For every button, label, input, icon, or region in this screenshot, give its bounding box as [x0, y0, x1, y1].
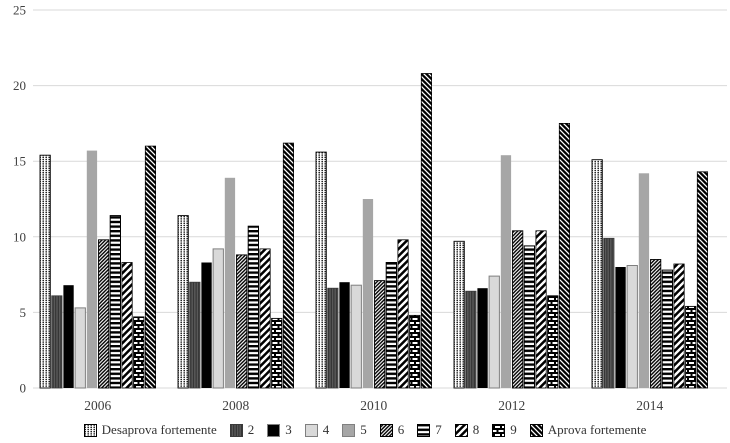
y-axis-label: 15: [13, 154, 26, 169]
legend-label: 9: [510, 422, 517, 437]
bars: [39, 73, 708, 389]
legend-label: 8: [472, 422, 480, 437]
legend-label: 6: [397, 422, 405, 437]
bar-desaprova-fortemente-2014: [591, 159, 603, 389]
bar-4-2014: [626, 265, 638, 389]
y-axis-label: 20: [13, 78, 26, 93]
legend-label: Desaprova fortemente: [101, 422, 217, 437]
bar-4-2006: [74, 307, 86, 389]
legend-item: 5: [342, 422, 367, 438]
legend-item: 2: [229, 422, 255, 438]
chart-legend: Desaprova fortemente 2 3 4 5 6 7 8 9 Aprova forte…: [0, 418, 730, 442]
bar-5-2012: [500, 155, 512, 388]
legend-label: Aprova fortemente: [547, 422, 647, 437]
legend-swatch-brick-zipper-icon: [492, 423, 506, 437]
bar-desaprova-fortemente-2006: [39, 154, 51, 389]
legend-label: 5: [360, 422, 367, 437]
y-axis-tick-labels: 0 5 10 15 20 25: [13, 3, 26, 396]
bar-2-2010: [327, 287, 339, 389]
bar-9-2008: [271, 317, 283, 389]
bar-9-2012: [547, 295, 559, 389]
bar-aprova-fortemente-2012: [558, 123, 570, 389]
legend-item: Aprova fortemente: [529, 422, 647, 438]
bar-9-2014: [685, 305, 697, 389]
bar-5-2014: [638, 173, 650, 388]
bar-aprova-fortemente-2006: [144, 145, 157, 389]
bar-6-2012: [512, 230, 524, 389]
legend-swatch-dense-diagonal-down-icon: [529, 423, 543, 437]
bar-7-2008: [247, 225, 259, 389]
y-axis-label: 10: [13, 229, 26, 244]
legend-label: 3: [285, 422, 292, 437]
bar-8-2008: [259, 248, 271, 389]
bar-chart-plot: 0 5 10 15 20 25 2006 2008 2010 2012 2014: [13, 3, 727, 413]
bar-aprova-fortemente-2014: [696, 171, 708, 389]
bar-6-2006: [98, 239, 110, 389]
legend-swatch-solid-black-icon: [267, 423, 281, 437]
legend-swatch-thin-diagonal-down-icon: [379, 423, 393, 437]
legend-swatch-wide-diagonal-up-icon: [454, 423, 468, 437]
bar-8-2012: [535, 230, 547, 389]
bar-2-2008: [189, 281, 201, 389]
legend-item: 9: [492, 422, 517, 438]
bar-4-2008: [212, 248, 224, 389]
y-axis-label: 25: [13, 3, 26, 18]
x-axis-label: 2012: [498, 398, 525, 413]
bar-3-2010: [339, 282, 350, 388]
legend-item: Desaprova fortemente: [83, 422, 217, 438]
legend-label: 4: [322, 422, 330, 437]
bar-3-2012: [477, 288, 488, 388]
bar-9-2010: [409, 314, 421, 389]
bar-8-2006: [121, 262, 133, 389]
x-axis-label: 2006: [84, 398, 111, 413]
bar-8-2010: [397, 239, 409, 389]
bar-3-2006: [63, 285, 74, 388]
x-axis-label: 2014: [636, 398, 663, 413]
bar-4-2012: [488, 275, 500, 389]
legend-item: 3: [267, 422, 292, 438]
bar-6-2008: [236, 254, 248, 389]
y-axis-label: 0: [20, 381, 27, 396]
legend-swatch-solid-gray-icon: [342, 423, 356, 437]
bar-8-2014: [673, 263, 685, 389]
bar-aprova-fortemente-2008: [282, 142, 294, 389]
bar-6-2010: [374, 280, 386, 389]
bar-4-2010: [350, 284, 362, 389]
x-axis-label: 2008: [222, 398, 249, 413]
bar-7-2006: [109, 215, 121, 389]
bar-7-2010: [385, 262, 398, 389]
legend-item: 8: [454, 422, 480, 438]
legend-swatch-vlines-darkgray-icon: [229, 423, 243, 437]
bar-2-2012: [465, 290, 477, 389]
bar-3-2008: [201, 262, 212, 388]
bar-5-2006: [86, 150, 98, 388]
x-axis-label: 2010: [360, 398, 387, 413]
bar-desaprova-fortemente-2008: [177, 215, 189, 389]
bar-desaprova-fortemente-2010: [315, 151, 327, 389]
bar-6-2014: [650, 259, 662, 389]
bar-2-2006: [51, 295, 63, 389]
bar-desaprova-fortemente-2012: [453, 240, 465, 389]
bar-5-2008: [224, 177, 236, 388]
legend-item: 4: [304, 422, 330, 438]
legend-item: 7: [417, 422, 442, 438]
y-axis-label: 5: [20, 305, 27, 320]
bar-2-2014: [603, 237, 615, 389]
legend-item: 6: [379, 422, 405, 438]
legend-label: 2: [247, 422, 255, 437]
bar-3-2014: [615, 267, 626, 388]
legend-swatch-horizontal-stripes-icon: [417, 423, 431, 437]
bar-9-2006: [133, 316, 145, 389]
bar-5-2010: [362, 199, 374, 388]
legend-label: 7: [435, 422, 442, 437]
bar-7-2014: [661, 269, 674, 389]
legend-swatch-solid-lightgray-icon: [304, 423, 318, 437]
legend-swatch-dot-columns-icon: [83, 423, 97, 437]
x-axis-tick-labels: 2006 2008 2010 2012 2014: [84, 398, 663, 413]
bar-aprova-fortemente-2010: [420, 73, 432, 389]
bar-7-2012: [523, 245, 536, 389]
